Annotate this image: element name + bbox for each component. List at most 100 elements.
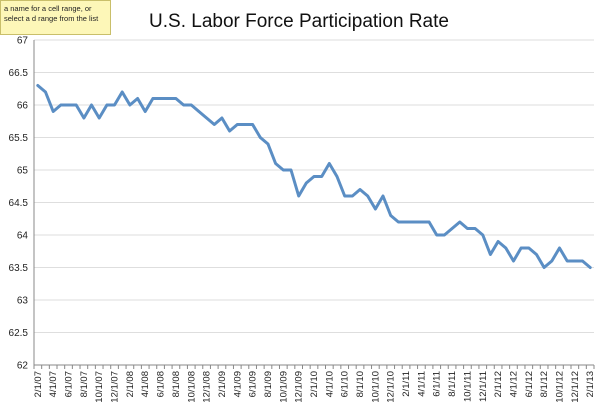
data-point (381, 194, 385, 198)
data-point (90, 103, 93, 107)
data-point (466, 227, 469, 230)
data-point (527, 246, 530, 250)
gridlines (34, 39, 594, 366)
x-tick-label: 6/1/11 (432, 371, 443, 397)
chart-title: U.S. Labor Force Participation Rate (149, 11, 449, 32)
x-tick-label: 6/1/10 (340, 371, 351, 397)
data-point (205, 116, 208, 120)
data-point (44, 90, 47, 94)
y-tick-label: 62 (17, 361, 29, 372)
data-point (481, 233, 484, 237)
x-tick-label: 8/1/11 (447, 371, 458, 397)
y-tick-label: 66.5 (9, 68, 29, 79)
x-tick-label: 4/1/07 (48, 371, 59, 397)
data-point (312, 175, 316, 178)
data-point (550, 259, 554, 263)
x-tick-label: 8/1/10 (355, 371, 366, 397)
x-tick-label: 4/1/10 (324, 371, 335, 397)
data-point (404, 220, 408, 224)
data-point (105, 103, 109, 107)
x-tick-label: 4/1/11 (416, 371, 427, 397)
x-tick-label: 10/1/09 (278, 371, 289, 403)
data-point (236, 123, 239, 126)
data-point (535, 253, 538, 256)
x-tick-label: 2/1/09 (217, 371, 228, 397)
data-point (36, 84, 40, 87)
data-point (389, 214, 392, 217)
data-point (374, 207, 377, 211)
data-point (558, 246, 561, 250)
y-tick-label: 63.5 (9, 263, 29, 274)
data-point (542, 266, 546, 269)
x-tick-label: 8/1/09 (263, 371, 274, 397)
data-point (174, 97, 178, 100)
data-point (67, 103, 70, 107)
data-point (435, 233, 438, 237)
data-point (151, 97, 155, 100)
data-point (282, 168, 285, 172)
data-point (489, 253, 492, 256)
data-point (128, 103, 132, 107)
x-tick-label: 4/1/12 (508, 371, 519, 397)
x-tick-label: 12/1/07 (110, 371, 121, 403)
data-point (228, 129, 231, 133)
data-point (213, 123, 216, 126)
x-tick-label: 10/1/12 (554, 371, 565, 403)
x-tick-label: 8/1/07 (79, 371, 90, 397)
data-point (450, 227, 454, 230)
y-axis-ticks: 62 62.5 63 63.5 64 64.5 65 65.5 66 66.5 67 (9, 36, 29, 372)
data-point (328, 162, 331, 165)
data-point (159, 97, 162, 100)
x-tick-label: 8/1/08 (171, 371, 182, 397)
data-point (565, 259, 569, 263)
x-tick-label: 2/1/12 (493, 371, 504, 397)
data-point (504, 246, 507, 250)
x-tick-label: 2/1/13 (585, 371, 596, 397)
data-point (220, 116, 224, 120)
x-tick-label: 2/1/11 (401, 371, 412, 397)
data-point (197, 110, 201, 113)
y-tick-label: 65 (17, 166, 29, 177)
data-point (51, 110, 55, 113)
data-point (113, 103, 116, 107)
data-point (573, 259, 577, 263)
data-point (305, 181, 308, 185)
series-layer (36, 84, 592, 269)
x-axis-ticks: 2/1/07 4/1/07 6/1/07 8/1/07 10/1/07 12/1/07 2/… (33, 371, 596, 403)
data-point (519, 246, 523, 250)
y-tick-label: 63 (17, 296, 29, 307)
x-tick-label: 6/1/08 (156, 371, 167, 397)
x-tick-label: 6/1/09 (248, 371, 259, 397)
y-tick-label: 66 (17, 101, 29, 112)
x-tick-label: 2/1/07 (33, 371, 44, 397)
data-point (358, 188, 362, 191)
y-tick-label: 62.5 (9, 328, 29, 339)
x-tick-label: 10/1/08 (186, 371, 197, 403)
data-point (412, 220, 415, 224)
x-tick-label: 12/1/10 (386, 371, 397, 403)
x-tick-label: 8/1/12 (539, 371, 550, 397)
axes (33, 40, 595, 369)
data-point (98, 116, 101, 120)
x-tick-label: 12/1/08 (202, 371, 213, 403)
data-point (366, 194, 369, 198)
data-point (427, 220, 431, 224)
data-point (121, 90, 124, 94)
x-tick-label: 12/1/09 (294, 371, 305, 403)
data-point (289, 168, 293, 172)
x-tick-label: 6/1/07 (64, 371, 75, 397)
data-point (190, 103, 193, 107)
data-point (397, 220, 400, 224)
data-point (588, 266, 592, 269)
x-tick-label: 4/1/08 (140, 371, 151, 397)
data-point (136, 97, 139, 100)
x-tick-label: 12/1/12 (570, 371, 581, 403)
data-point (243, 123, 247, 126)
data-point (74, 103, 78, 107)
data-point (274, 162, 277, 165)
data-point (351, 194, 354, 198)
data-point (443, 233, 446, 237)
x-tick-label: 10/1/07 (94, 371, 105, 403)
